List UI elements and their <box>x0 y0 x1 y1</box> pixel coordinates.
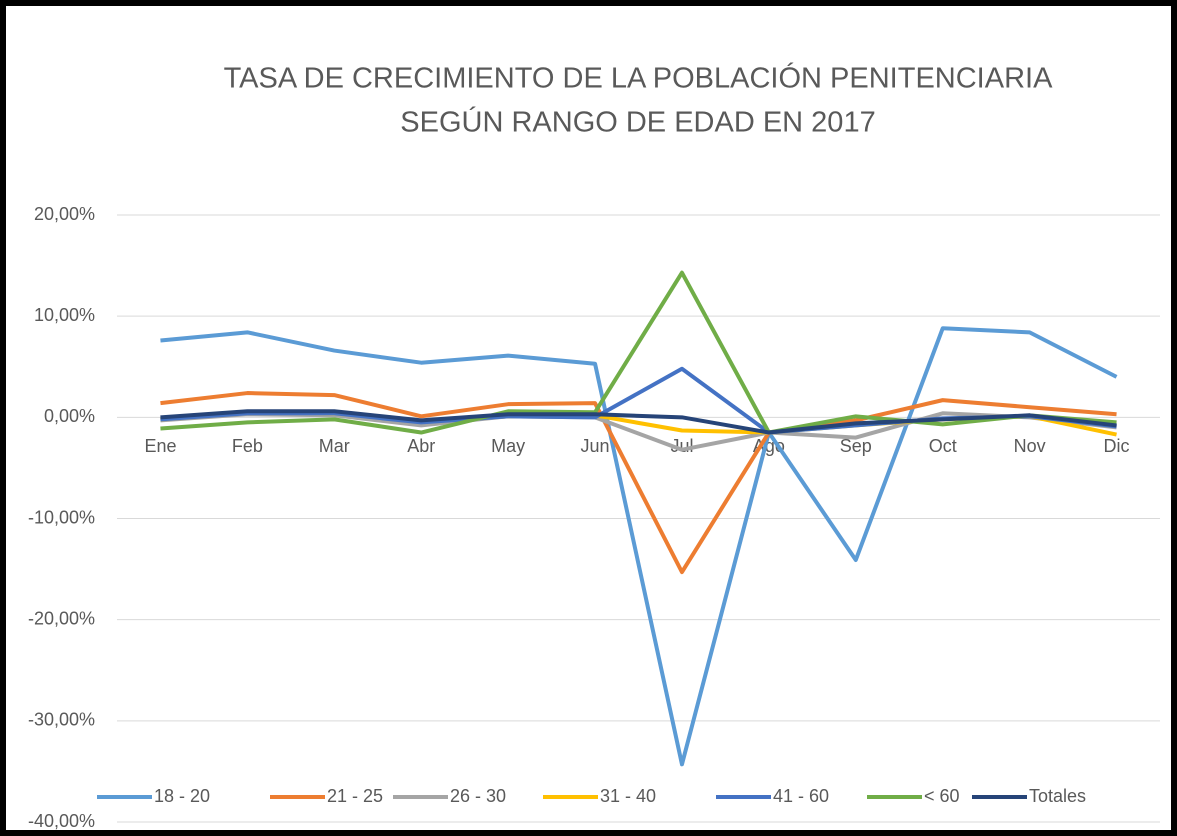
x-tick-label: Mar <box>319 436 350 456</box>
x-tick-label: Jul <box>670 436 693 456</box>
y-tick-label: -40,00% <box>28 811 95 831</box>
x-tick-label: Feb <box>232 436 263 456</box>
data-line <box>160 270 1117 435</box>
y-tick-label: -30,00% <box>28 710 95 730</box>
x-tick-label: Sep <box>840 436 872 456</box>
legend-label: < 60 <box>924 786 960 806</box>
x-tick-label: Ene <box>144 436 176 456</box>
x-tick-label: Oct <box>929 436 957 456</box>
y-tick-label: 10,00% <box>34 305 95 325</box>
legend-label: 31 - 40 <box>600 786 656 806</box>
y-tick-label: 20,00% <box>34 204 95 224</box>
x-tick-label: Abr <box>407 436 435 456</box>
legend-label: 18 - 20 <box>154 786 210 806</box>
y-tick-label: -20,00% <box>28 608 95 628</box>
legend-label: 26 - 30 <box>450 786 506 806</box>
legend-label: Totales <box>1029 786 1086 806</box>
chart-title: TASA DE CRECIMIENTO DE LA POBLACIÓN PENI… <box>224 62 1053 95</box>
y-tick-label: 0,00% <box>44 406 95 426</box>
y-tick-label: -10,00% <box>28 507 95 527</box>
x-tick-label: May <box>491 436 525 456</box>
data-line <box>160 391 1117 575</box>
legend-label: 41 - 60 <box>773 786 829 806</box>
chart-title: SEGÚN RANGO DE EDAD EN 2017 <box>400 106 875 139</box>
x-tick-label: Jun <box>581 436 610 456</box>
data-line <box>160 326 1118 767</box>
x-tick-label: Dic <box>1104 436 1130 456</box>
x-tick-label: Nov <box>1014 436 1046 456</box>
data-line <box>160 409 1117 435</box>
legend-label: 21 - 25 <box>327 786 383 806</box>
